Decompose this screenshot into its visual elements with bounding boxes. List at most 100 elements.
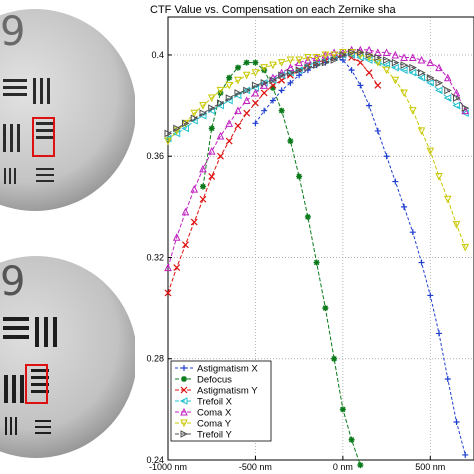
- data-point-coma-y: [443, 195, 452, 204]
- data-point-defocus: [252, 59, 259, 66]
- legend-marker-defocus: [181, 376, 187, 382]
- data-point-coma-x: [365, 45, 373, 54]
- data-point-defocus: [331, 355, 338, 362]
- data-point-astigmatism-x: [261, 107, 268, 114]
- series-coma-x: [164, 45, 470, 272]
- data-point-coma-y: [400, 89, 408, 98]
- data-point-astigmatism-x: [374, 127, 381, 134]
- data-point-astigmatism-x: [409, 229, 416, 236]
- data-point-coma-y: [242, 71, 251, 80]
- y-tick-label: 0.24: [146, 455, 164, 465]
- data-point-astigmatism-x: [278, 87, 285, 94]
- data-point-trefoil-y: [453, 94, 461, 102]
- data-point-coma-x: [242, 96, 251, 105]
- data-point-astigmatism-x: [453, 419, 460, 426]
- data-point-trefoil-y: [260, 79, 269, 87]
- data-point-coma-x: [391, 50, 400, 59]
- data-point-astigmatism-x: [357, 82, 364, 89]
- lens-image-bottom: 9: [0, 245, 135, 474]
- data-point-trefoil-x: [426, 79, 434, 87]
- data-point-astigmatism-y: [190, 218, 198, 226]
- data-point-coma-y: [295, 56, 303, 65]
- data-point-coma-y: [435, 172, 443, 181]
- data-point-coma-x: [164, 263, 172, 272]
- data-point-coma-y: [269, 61, 277, 70]
- x-tick-label: -1000 nm: [149, 462, 187, 472]
- data-point-coma-y: [374, 59, 382, 67]
- data-point-trefoil-x: [391, 63, 399, 72]
- data-point-trefoil-y: [435, 79, 444, 87]
- data-point-astigmatism-y: [173, 264, 181, 272]
- data-point-trefoil-y: [251, 81, 260, 90]
- data-point-coma-y: [260, 64, 268, 72]
- data-point-coma-x: [400, 53, 408, 62]
- data-point-trefoil-y: [348, 48, 356, 57]
- series-astigmatism-x: [252, 54, 469, 458]
- data-point-astigmatism-x: [383, 153, 390, 160]
- data-point-astigmatism-x: [462, 451, 469, 458]
- data-point-coma-x: [435, 63, 443, 72]
- y-tick-label: 0.36: [146, 151, 164, 161]
- legend-label-coma-y: Coma Y: [197, 419, 232, 430]
- data-point-coma-x: [190, 185, 199, 193]
- series-trefoil-y: [164, 48, 470, 138]
- data-point-coma-y: [190, 109, 199, 118]
- data-point-coma-y: [391, 76, 400, 85]
- resolution-bars-bottom: [3, 317, 57, 435]
- y-tick-label: 0.32: [146, 252, 164, 262]
- data-point-trefoil-y: [164, 129, 173, 138]
- legend-label-astigmatism-y: Astigmatism Y: [197, 386, 258, 397]
- data-point-defocus: [199, 183, 206, 190]
- data-point-defocus: [278, 107, 285, 114]
- data-point-coma-y: [164, 137, 172, 146]
- data-point-coma-x: [374, 48, 382, 56]
- data-point-defocus: [234, 64, 241, 71]
- data-point-trefoil-x: [382, 61, 391, 69]
- data-point-coma-y: [452, 221, 461, 229]
- legend-marker-trefoil-y: [180, 430, 189, 438]
- data-point-trefoil-y: [391, 58, 400, 67]
- data-point-defocus: [243, 59, 250, 66]
- lens-image-top: 9: [0, 0, 135, 230]
- data-point-trefoil-y: [243, 86, 251, 95]
- data-point-astigmatism-y: [208, 173, 216, 180]
- plot-frame: [167, 16, 474, 461]
- data-point-coma-x: [426, 58, 435, 67]
- data-point-astigmatism-x: [269, 97, 276, 104]
- data-point-astigmatism-y: [164, 289, 172, 297]
- data-point-trefoil-y: [173, 124, 181, 133]
- data-point-trefoil-y: [190, 114, 199, 123]
- series-layer: [163, 45, 470, 469]
- data-point-coma-y: [216, 86, 225, 95]
- data-point-defocus: [348, 436, 355, 443]
- data-point-coma-y: [321, 51, 330, 60]
- data-point-astigmatism-y: [374, 81, 382, 89]
- data-point-astigmatism-y: [260, 89, 268, 97]
- legend-marker-astigmatism-x: [181, 365, 187, 371]
- data-point-trefoil-y: [461, 104, 470, 112]
- data-point-trefoil-x: [399, 66, 408, 74]
- data-point-coma-y: [199, 102, 207, 110]
- data-point-trefoil-y: [295, 66, 304, 74]
- roi-box-top: [32, 117, 55, 157]
- series-line-coma-y: [167, 51, 466, 248]
- data-point-trefoil-y: [286, 68, 295, 77]
- data-point-defocus: [357, 462, 364, 469]
- data-point-astigmatism-x: [427, 292, 434, 299]
- data-point-trefoil-x: [373, 58, 382, 67]
- data-point-coma-y: [382, 66, 391, 75]
- legend-label-trefoil-x: Trefoil X: [197, 397, 233, 408]
- data-point-trefoil-y: [330, 56, 339, 64]
- data-point-trefoil-y: [304, 63, 313, 72]
- data-point-trefoil-y: [418, 68, 426, 77]
- data-point-coma-x: [417, 55, 426, 64]
- y-tick-label: 0.4: [151, 50, 164, 60]
- data-point-astigmatism-x: [418, 259, 425, 266]
- data-point-astigmatism-y: [199, 195, 207, 203]
- data-point-coma-y: [207, 94, 216, 103]
- data-point-coma-y: [312, 54, 321, 62]
- data-point-astigmatism-x: [444, 375, 451, 382]
- data-point-coma-x: [225, 119, 234, 127]
